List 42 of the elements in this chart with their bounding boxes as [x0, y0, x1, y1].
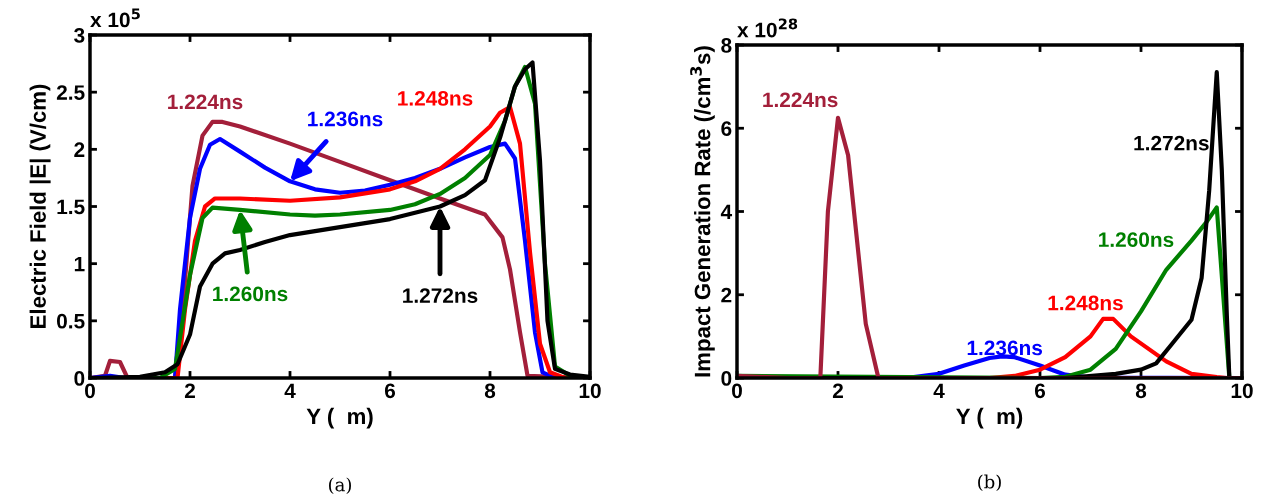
series-label: 1.236ns	[967, 340, 1043, 356]
series-label: 1.272ns	[1134, 135, 1209, 151]
series-label: 1.248ns	[398, 91, 473, 106]
y-tick-label: 4	[720, 204, 733, 220]
x-tick-label: 4	[284, 383, 296, 398]
text: x 10$^{28}$	[737, 18, 798, 38]
y-tick-label: 2.5	[56, 85, 85, 100]
series-label: 1.260ns	[1099, 232, 1174, 248]
y-axis-title: Electric Field |E| (V/cm)	[29, 84, 51, 328]
y-tick-label: 0	[721, 371, 732, 386]
series-label: 1.248ns	[1048, 295, 1123, 311]
y-tick-label: 1.5	[57, 199, 85, 215]
y-tick-label: 6	[721, 121, 732, 136]
y-tick-label: 2	[74, 142, 85, 157]
x-tick-label: 2	[184, 383, 195, 398]
text: 1.236ns	[308, 111, 383, 127]
text: (b)	[978, 474, 1001, 492]
y-tick-label: 0	[74, 371, 85, 386]
y-tick-label: 2	[721, 287, 732, 303]
y-tick-label: 8	[721, 38, 732, 53]
text: (a)	[329, 477, 351, 494]
x-tick-label: 6	[384, 383, 396, 399]
y-tick-label: 1	[74, 256, 85, 272]
x-axis-title: Y ( m)	[956, 407, 1023, 429]
x-tick-label: 4	[933, 383, 945, 398]
x-axis-title: Y ( m)	[306, 407, 373, 429]
x-tick-label: 8	[1135, 383, 1147, 399]
series-label: 1.260ns	[213, 286, 288, 302]
x-tick-label: 10	[579, 383, 601, 399]
x-tick-label: 10	[1231, 383, 1253, 399]
x-tick-label: 0	[732, 383, 742, 399]
x-tick-label: 6	[1034, 383, 1046, 399]
x-tick-label: 2	[832, 383, 843, 398]
y-axis-title: Impact Generation Rate (/cm$^{3}$s)	[690, 46, 715, 377]
series-label: 1.224ns	[763, 92, 838, 108]
series-label: 1.224ns	[168, 94, 243, 110]
y-tick-label: 3	[74, 28, 85, 43]
text: 1.272ns	[403, 288, 478, 303]
x-tick-label: 8	[484, 383, 496, 399]
text: x 10$^{5}$	[90, 8, 140, 28]
x-tick-label: 0	[85, 383, 95, 399]
y-tick-label: 0.5	[57, 313, 85, 329]
